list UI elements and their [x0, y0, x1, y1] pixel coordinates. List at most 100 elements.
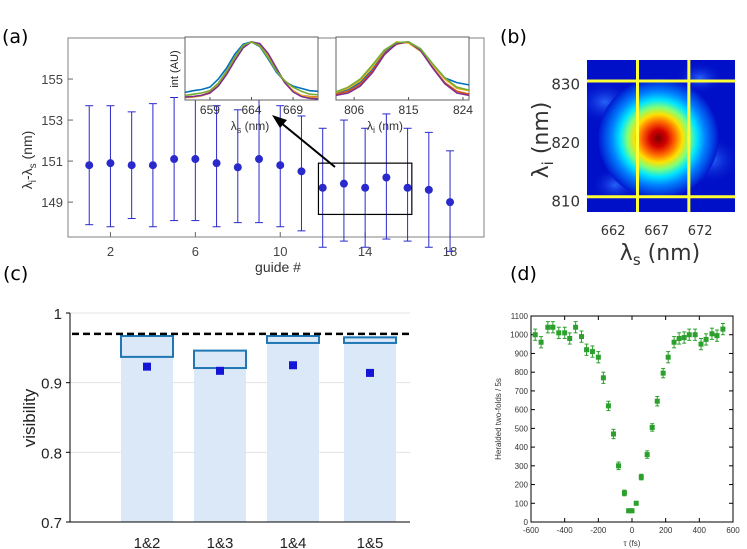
y-tick-label: 810 — [551, 192, 580, 210]
x-tick-label: 1&5 — [357, 535, 384, 549]
data-point — [545, 324, 551, 330]
data-point — [665, 354, 671, 360]
x-tick-label: 659 — [200, 103, 220, 117]
x-tick-label: 1&4 — [280, 535, 307, 549]
data-point — [127, 161, 136, 170]
panel-a-data-points — [85, 94, 455, 252]
data-point — [671, 339, 677, 345]
panel-c-chart: 0.7 0.8 0.9 1 1&2 1&3 1&4 1&5 visibility — [20, 306, 410, 549]
y-tick-label: 155 — [41, 72, 63, 87]
data-point — [556, 330, 562, 336]
y-tick-label: 149 — [41, 195, 63, 210]
x-tick-label: 2 — [107, 244, 114, 259]
data-point — [584, 347, 590, 353]
panel-label-c: (c) — [3, 263, 29, 285]
panel-b-y-ticks: 810 820 830 — [551, 75, 580, 210]
panel-label-a: (a) — [2, 26, 29, 48]
data-point — [644, 452, 650, 458]
theory-range-box — [120, 334, 174, 358]
data-point — [714, 333, 720, 339]
data-point — [170, 155, 179, 164]
panel-d-y-ticks: 0 100 200 300 400 500 600 700 800 900 1000 1100 — [510, 312, 733, 527]
data-point — [297, 167, 306, 176]
data-point — [633, 500, 639, 506]
data-point — [212, 159, 221, 168]
panel-b-x-ticks: 662 667 672 — [601, 224, 713, 239]
x-tick-label: -200 — [590, 526, 607, 535]
data-point — [318, 183, 327, 192]
y-tick-label: 500 — [515, 424, 529, 433]
data-point — [106, 159, 115, 168]
x-tick-label: 672 — [688, 224, 713, 239]
panel-a-x-axis-label: guide # — [255, 259, 301, 275]
arrow-line — [279, 121, 336, 168]
panel-b-chart: 810 820 830 662 667 672 λi (nm) λs (nm) — [529, 60, 735, 269]
y-tick-label: 830 — [551, 75, 580, 93]
x-tick-label: 669 — [283, 103, 303, 117]
panel-b-x-axis-label: λs (nm) — [620, 241, 700, 269]
panel-d-axes-frame — [530, 315, 734, 523]
y-tick-label: 100 — [515, 499, 529, 508]
inset-signal-x-ticks: 659 664 669 — [200, 97, 303, 117]
data-point — [616, 463, 622, 469]
data-point — [660, 370, 666, 376]
x-tick-label: 667 — [644, 224, 669, 239]
panel-d-x-ticks: -600 -400 -200 0 200 400 600 — [523, 316, 740, 535]
data-point — [148, 161, 157, 170]
data-point — [605, 403, 611, 409]
data-point — [579, 334, 584, 340]
data-point — [532, 332, 538, 338]
data-point — [276, 161, 285, 170]
theory-range-box — [343, 336, 397, 344]
y-tick-label: 800 — [515, 368, 529, 377]
inset-signal-traces — [184, 41, 319, 100]
data-point — [538, 339, 544, 345]
data-point — [595, 354, 601, 360]
data-point — [403, 183, 412, 192]
inset-idler-spectrum: 806 815 824 λi (nm) — [335, 36, 473, 135]
panel-d-x-axis-label: τ (fs) — [624, 539, 641, 548]
x-tick-label: 200 — [659, 526, 673, 535]
data-point — [692, 332, 698, 338]
arrow-head — [272, 115, 287, 128]
y-tick-label: 1100 — [511, 312, 529, 321]
x-tick-label: 806 — [344, 103, 364, 117]
y-tick-label: 200 — [515, 481, 529, 490]
data-point — [446, 198, 455, 207]
data-point — [676, 335, 682, 341]
data-point — [654, 398, 660, 404]
data-point — [698, 341, 704, 347]
panel-c-x-ticks: 1&2 1&3 1&4 1&5 — [134, 535, 384, 549]
x-tick-label: 815 — [399, 103, 419, 117]
y-tick-label: 900 — [515, 349, 529, 358]
measured-marker — [143, 362, 151, 371]
data-point — [649, 424, 655, 430]
y-tick-label: 820 — [551, 134, 580, 152]
panel-d-chart: 0 100 200 300 400 500 600 700 800 900 1000 1100 -60… — [494, 312, 740, 548]
x-tick-label: 400 — [693, 526, 707, 535]
y-tick-label: 300 — [515, 462, 529, 471]
data-point — [720, 326, 726, 332]
heatmap-marker-lines — [587, 60, 735, 212]
measured-marker — [289, 361, 297, 370]
highlight-box — [317, 162, 413, 216]
data-point — [573, 324, 579, 330]
data-point — [339, 179, 348, 188]
y-tick-label: 400 — [515, 443, 529, 452]
x-tick-label: 664 — [241, 103, 261, 117]
data-point — [85, 161, 94, 170]
y-tick-label: 0.7 — [41, 515, 62, 532]
panel-c-y-ticks: 0.7 0.8 0.9 1 — [41, 306, 70, 532]
inset-signal-x-label: λs (nm) — [231, 119, 270, 135]
visibility-bar — [194, 349, 246, 522]
data-point — [621, 490, 627, 496]
x-tick-label: 6 — [192, 244, 199, 259]
x-tick-label: 1&2 — [134, 535, 161, 549]
data-point — [703, 336, 709, 342]
panel-label-b: (b) — [500, 26, 527, 48]
data-point — [709, 331, 715, 337]
data-point — [550, 324, 556, 330]
data-point — [382, 173, 391, 182]
spectrum-trace — [184, 41, 319, 97]
